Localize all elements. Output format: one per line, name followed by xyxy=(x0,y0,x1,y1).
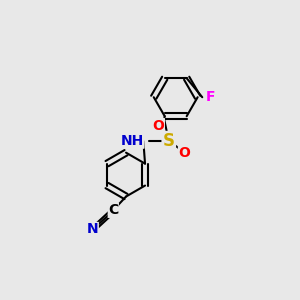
Text: N: N xyxy=(87,222,98,236)
Text: C: C xyxy=(108,203,118,218)
Text: F: F xyxy=(206,90,215,104)
Text: NH: NH xyxy=(121,134,144,148)
Text: O: O xyxy=(178,146,190,160)
Text: S: S xyxy=(163,132,175,150)
Text: O: O xyxy=(152,118,164,133)
